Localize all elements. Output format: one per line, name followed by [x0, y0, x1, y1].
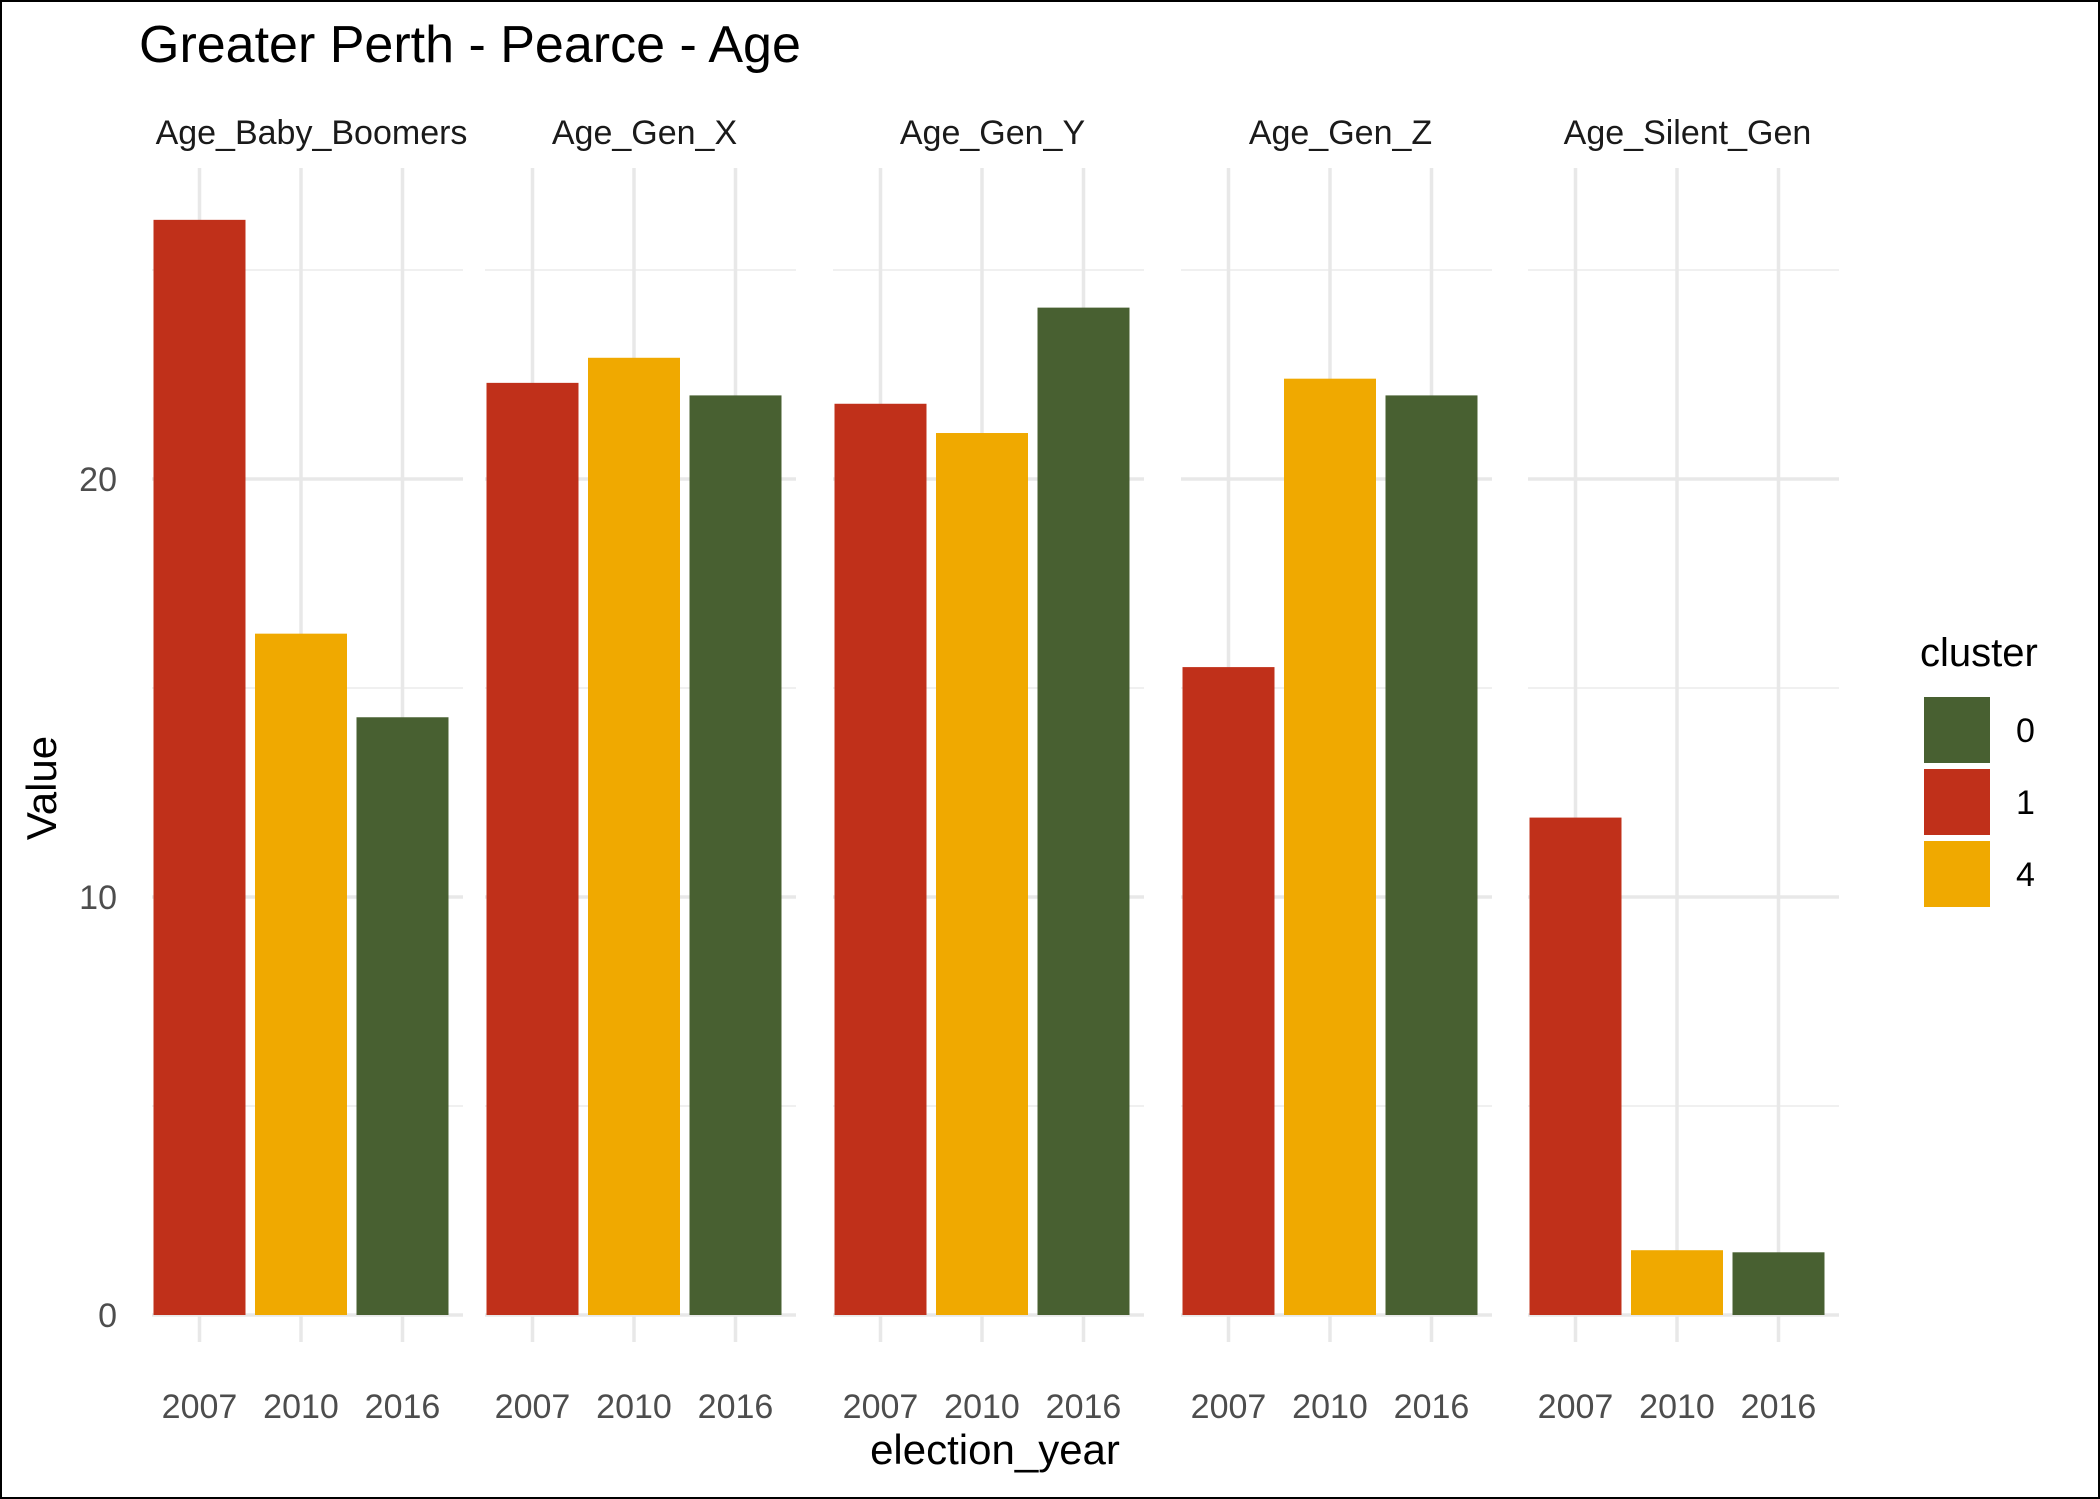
x-tick-label: 2007 — [162, 1388, 238, 1426]
x-tick-label: 2016 — [1046, 1388, 1122, 1426]
x-tick-label: 2010 — [596, 1388, 672, 1426]
facet-strip-label: Age_Silent_Gen — [1564, 114, 1812, 152]
x-tick-label: 2007 — [495, 1388, 571, 1426]
bar-age-gen-x-2007 — [486, 382, 579, 1315]
y-tick-label: 20 — [79, 461, 117, 499]
legend: cluster 0 1 4 — [1920, 631, 2038, 907]
facet-strip-label: Age_Gen_X — [552, 114, 737, 152]
x-tick-label: 2010 — [1639, 1388, 1715, 1426]
bar-age-gen-y-2016 — [1037, 307, 1130, 1315]
panel-age-gen-y: Age_Gen_Y 2007 2010 2016 — [833, 114, 1144, 1426]
bar-age-silent-gen-2010 — [1631, 1250, 1723, 1315]
legend-key-1 — [1924, 769, 1990, 835]
bar-age-gen-z-2016 — [1385, 395, 1478, 1315]
x-tick-label: 2016 — [1741, 1388, 1817, 1426]
x-tick-label: 2016 — [1394, 1388, 1470, 1426]
bar-age-baby-boomers-2007 — [153, 219, 246, 1316]
legend-label-1: 1 — [2016, 784, 2035, 822]
bar-age-gen-y-2007 — [834, 403, 927, 1315]
panel-age-gen-z: Age_Gen_Z 2007 2010 2016 — [1181, 114, 1492, 1426]
bar-age-baby-boomers-2010 — [255, 633, 347, 1315]
x-tick-label: 2007 — [1538, 1388, 1614, 1426]
legend-label-4: 4 — [2016, 856, 2035, 894]
y-tick-label: 10 — [79, 879, 117, 917]
bar-age-baby-boomers-2016 — [356, 717, 449, 1315]
panels: Age_Baby_Boomers 2007 2010 2016 Age_Gen_X 200… — [152, 114, 1839, 1426]
bar-age-gen-x-2010 — [588, 357, 680, 1315]
x-tick-label: 2010 — [263, 1388, 339, 1426]
bar-age-silent-gen-2016 — [1732, 1252, 1825, 1315]
panel-age-silent-gen: Age_Silent_Gen 2007 2010 2016 — [1528, 114, 1839, 1426]
bar-age-gen-x-2016 — [689, 395, 782, 1315]
chart-title: Greater Perth - Pearce - Age — [139, 16, 801, 74]
legend-label-0: 0 — [2016, 712, 2035, 750]
panel-age-baby-boomers: Age_Baby_Boomers 2007 2010 2016 — [152, 114, 467, 1426]
bar-age-gen-z-2010 — [1284, 378, 1376, 1315]
x-tick-label: 2010 — [944, 1388, 1020, 1426]
x-tick-label: 2007 — [1191, 1388, 1267, 1426]
bar-age-gen-y-2010 — [936, 433, 1028, 1315]
bar-age-gen-z-2007 — [1182, 667, 1275, 1315]
x-tick-label: 2010 — [1292, 1388, 1368, 1426]
x-axis-title: election_year — [870, 1426, 1120, 1473]
y-tick-label: 0 — [98, 1297, 117, 1335]
x-tick-label: 2007 — [843, 1388, 919, 1426]
y-axis-title: Value — [18, 736, 65, 840]
legend-key-0 — [1924, 697, 1990, 763]
bar-age-silent-gen-2007 — [1529, 817, 1622, 1315]
panel-age-gen-x: Age_Gen_X 2007 2010 2016 — [485, 114, 796, 1426]
y-axis: 0 10 20 — [79, 461, 117, 1335]
facet-strip-label: Age_Baby_Boomers — [156, 114, 468, 152]
facet-strip-label: Age_Gen_Z — [1249, 114, 1432, 152]
x-tick-label: 2016 — [365, 1388, 441, 1426]
legend-title: cluster — [1920, 631, 2038, 675]
facet-strip-label: Age_Gen_Y — [900, 114, 1085, 152]
x-tick-label: 2016 — [698, 1388, 774, 1426]
legend-key-4 — [1924, 841, 1990, 907]
